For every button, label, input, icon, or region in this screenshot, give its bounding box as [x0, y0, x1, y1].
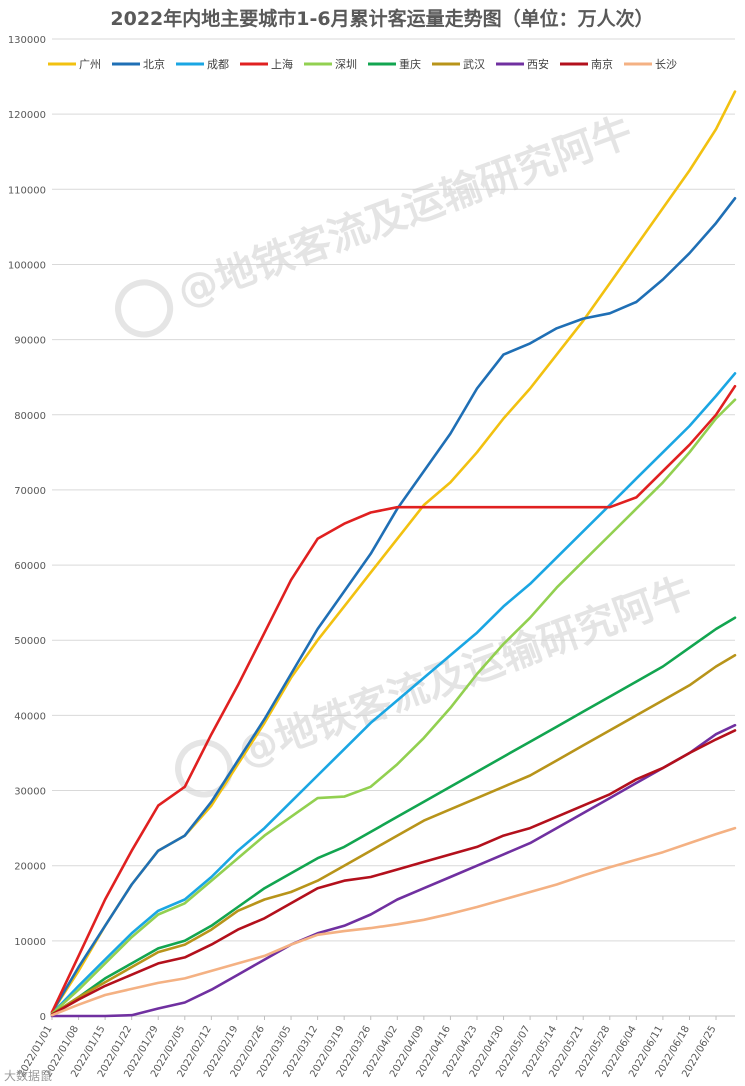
- legend-label: 北京: [143, 57, 165, 71]
- series-lines: [50, 90, 737, 1018]
- watermark: @地铁客流及运输研究阿牛 @地铁客流及运输研究阿牛: [115, 109, 699, 798]
- legend: 广州 北京 成都 上海 深圳 重庆 武汉 西安 南京 长沙: [48, 57, 677, 71]
- x-axis: 2022/01/012022/01/082022/01/152022/01/22…: [16, 1016, 719, 1079]
- series-line-上海: [50, 384, 737, 1014]
- y-tick-label: 110000: [8, 185, 46, 196]
- legend-label: 广州: [79, 58, 101, 71]
- series-line-成都: [50, 372, 737, 1016]
- legend-label: 重庆: [399, 57, 421, 71]
- legend-label: 深圳: [335, 58, 357, 71]
- y-tick-label: 120000: [8, 110, 46, 121]
- y-tick-label: 20000: [14, 862, 46, 873]
- y-tick-label: 0: [40, 1012, 46, 1023]
- watermark-text-bottom: @地铁客流及运输研究阿牛: [232, 569, 699, 776]
- y-tick-label: 10000: [14, 937, 46, 948]
- series-line-西安: [50, 723, 737, 1018]
- y-tick-label: 70000: [14, 486, 46, 497]
- series-line-南京: [50, 729, 737, 1016]
- y-axis: 0 10000 20000 30000 40000 50000 60000 70000 8000…: [8, 35, 46, 1023]
- legend-label: 成都: [207, 58, 229, 71]
- y-tick-label: 30000: [14, 787, 46, 798]
- y-tick-label: 100000: [8, 260, 46, 271]
- chart-title: 2022年内地主要城市1-6月累计客运量走势图（单位：万人次）: [110, 7, 653, 30]
- y-tick-label: 60000: [14, 561, 46, 572]
- series-line-武汉: [50, 653, 737, 1016]
- legend-label: 长沙: [655, 58, 677, 71]
- watermark-text-top: @地铁客流及运输研究阿牛: [172, 109, 639, 316]
- legend-label: 武汉: [463, 58, 485, 71]
- series-line-重庆: [50, 616, 737, 1016]
- weibo-logo-icon: [175, 739, 234, 798]
- y-tick-label: 40000: [14, 711, 46, 722]
- series-line-长沙: [50, 826, 737, 1017]
- legend-label: 南京: [591, 57, 613, 71]
- y-tick-label: 50000: [14, 636, 46, 647]
- y-tick-label: 130000: [8, 35, 46, 46]
- legend-label: 上海: [271, 57, 293, 71]
- series-line-北京: [50, 197, 737, 1014]
- y-tick-label: 80000: [14, 411, 46, 422]
- series-line-深圳: [50, 398, 737, 1016]
- legend-label: 西安: [527, 57, 549, 71]
- y-tick-label: 90000: [14, 336, 46, 347]
- weibo-logo-icon: [115, 279, 174, 338]
- corner-watermark: 大数据鼠: [4, 1068, 52, 1083]
- gridlines: [52, 38, 735, 1017]
